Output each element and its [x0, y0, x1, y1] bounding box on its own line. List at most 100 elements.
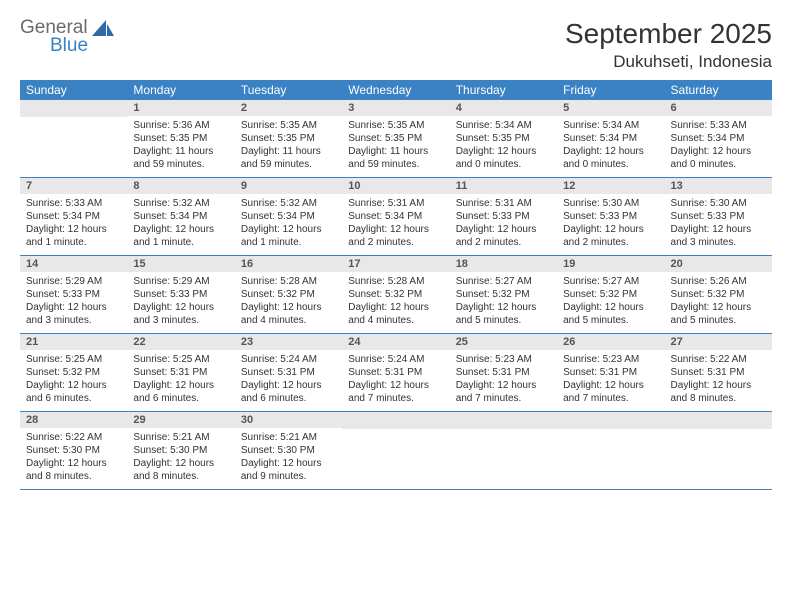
calendar-cell: 7Sunrise: 5:33 AMSunset: 5:34 PMDaylight…	[20, 178, 127, 256]
calendar-cell: 29Sunrise: 5:21 AMSunset: 5:30 PMDayligh…	[127, 412, 234, 490]
day-details: Sunrise: 5:27 AMSunset: 5:32 PMDaylight:…	[450, 272, 557, 333]
sunrise-text: Sunrise: 5:33 AM	[671, 119, 766, 132]
sunrise-text: Sunrise: 5:32 AM	[133, 197, 228, 210]
calendar-cell	[450, 412, 557, 490]
day-number	[342, 412, 449, 429]
header: General Blue September 2025 Dukuhseti, I…	[20, 18, 772, 72]
calendar-cell	[20, 100, 127, 178]
calendar-cell: 20Sunrise: 5:26 AMSunset: 5:32 PMDayligh…	[665, 256, 772, 334]
day-details	[557, 429, 664, 487]
day-number: 18	[450, 256, 557, 272]
day-details: Sunrise: 5:24 AMSunset: 5:31 PMDaylight:…	[235, 350, 342, 411]
sunset-text: Sunset: 5:30 PM	[26, 444, 121, 457]
calendar-cell: 6Sunrise: 5:33 AMSunset: 5:34 PMDaylight…	[665, 100, 772, 178]
day-details: Sunrise: 5:25 AMSunset: 5:31 PMDaylight:…	[127, 350, 234, 411]
dayheader-sunday: Sunday	[20, 80, 127, 100]
daylight-text: Daylight: 11 hours and 59 minutes.	[241, 145, 336, 171]
day-number: 15	[127, 256, 234, 272]
calendar-cell: 27Sunrise: 5:22 AMSunset: 5:31 PMDayligh…	[665, 334, 772, 412]
day-details	[665, 429, 772, 487]
calendar-cell: 19Sunrise: 5:27 AMSunset: 5:32 PMDayligh…	[557, 256, 664, 334]
day-header-row: Sunday Monday Tuesday Wednesday Thursday…	[20, 80, 772, 100]
sunset-text: Sunset: 5:34 PM	[563, 132, 658, 145]
calendar-cell: 18Sunrise: 5:27 AMSunset: 5:32 PMDayligh…	[450, 256, 557, 334]
day-number: 30	[235, 412, 342, 428]
day-number: 1	[127, 100, 234, 116]
day-number: 8	[127, 178, 234, 194]
dayheader-tuesday: Tuesday	[235, 80, 342, 100]
day-number: 20	[665, 256, 772, 272]
sunrise-text: Sunrise: 5:28 AM	[241, 275, 336, 288]
day-number	[20, 100, 127, 117]
daylight-text: Daylight: 12 hours and 8 minutes.	[133, 457, 228, 483]
day-details: Sunrise: 5:33 AMSunset: 5:34 PMDaylight:…	[665, 116, 772, 177]
calendar-cell: 26Sunrise: 5:23 AMSunset: 5:31 PMDayligh…	[557, 334, 664, 412]
sunrise-text: Sunrise: 5:34 AM	[563, 119, 658, 132]
logo: General Blue	[20, 18, 114, 56]
day-number	[450, 412, 557, 429]
calendar-cell	[665, 412, 772, 490]
logo-blue: Blue	[50, 36, 88, 56]
sunset-text: Sunset: 5:32 PM	[671, 288, 766, 301]
daylight-text: Daylight: 12 hours and 2 minutes.	[563, 223, 658, 249]
sunset-text: Sunset: 5:33 PM	[133, 288, 228, 301]
day-number	[665, 412, 772, 429]
daylight-text: Daylight: 12 hours and 6 minutes.	[241, 379, 336, 405]
day-details: Sunrise: 5:35 AMSunset: 5:35 PMDaylight:…	[342, 116, 449, 177]
logo-text: General Blue	[20, 18, 88, 56]
daylight-text: Daylight: 12 hours and 3 minutes.	[133, 301, 228, 327]
calendar-cell: 11Sunrise: 5:31 AMSunset: 5:33 PMDayligh…	[450, 178, 557, 256]
sunrise-text: Sunrise: 5:23 AM	[563, 353, 658, 366]
sunrise-text: Sunrise: 5:35 AM	[241, 119, 336, 132]
sunset-text: Sunset: 5:35 PM	[348, 132, 443, 145]
calendar-cell: 22Sunrise: 5:25 AMSunset: 5:31 PMDayligh…	[127, 334, 234, 412]
day-number: 4	[450, 100, 557, 116]
daylight-text: Daylight: 12 hours and 4 minutes.	[348, 301, 443, 327]
calendar-cell: 13Sunrise: 5:30 AMSunset: 5:33 PMDayligh…	[665, 178, 772, 256]
day-details: Sunrise: 5:33 AMSunset: 5:34 PMDaylight:…	[20, 194, 127, 255]
calendar-cell: 4Sunrise: 5:34 AMSunset: 5:35 PMDaylight…	[450, 100, 557, 178]
calendar-cell: 9Sunrise: 5:32 AMSunset: 5:34 PMDaylight…	[235, 178, 342, 256]
sunset-text: Sunset: 5:32 PM	[563, 288, 658, 301]
sunset-text: Sunset: 5:34 PM	[671, 132, 766, 145]
day-details: Sunrise: 5:26 AMSunset: 5:32 PMDaylight:…	[665, 272, 772, 333]
daylight-text: Daylight: 11 hours and 59 minutes.	[133, 145, 228, 171]
daylight-text: Daylight: 12 hours and 8 minutes.	[671, 379, 766, 405]
calendar-cell: 14Sunrise: 5:29 AMSunset: 5:33 PMDayligh…	[20, 256, 127, 334]
daylight-text: Daylight: 12 hours and 1 minute.	[26, 223, 121, 249]
day-number	[557, 412, 664, 429]
calendar-cell: 8Sunrise: 5:32 AMSunset: 5:34 PMDaylight…	[127, 178, 234, 256]
day-number: 22	[127, 334, 234, 350]
dayheader-wednesday: Wednesday	[342, 80, 449, 100]
sunset-text: Sunset: 5:32 PM	[241, 288, 336, 301]
calendar-table: Sunday Monday Tuesday Wednesday Thursday…	[20, 80, 772, 490]
calendar-cell: 23Sunrise: 5:24 AMSunset: 5:31 PMDayligh…	[235, 334, 342, 412]
day-details: Sunrise: 5:27 AMSunset: 5:32 PMDaylight:…	[557, 272, 664, 333]
sunset-text: Sunset: 5:30 PM	[133, 444, 228, 457]
calendar-cell	[557, 412, 664, 490]
daylight-text: Daylight: 12 hours and 0 minutes.	[563, 145, 658, 171]
calendar-week-row: 21Sunrise: 5:25 AMSunset: 5:32 PMDayligh…	[20, 334, 772, 412]
daylight-text: Daylight: 12 hours and 5 minutes.	[671, 301, 766, 327]
day-details: Sunrise: 5:29 AMSunset: 5:33 PMDaylight:…	[127, 272, 234, 333]
sunrise-text: Sunrise: 5:21 AM	[241, 431, 336, 444]
sunset-text: Sunset: 5:32 PM	[26, 366, 121, 379]
sunset-text: Sunset: 5:35 PM	[456, 132, 551, 145]
day-number: 7	[20, 178, 127, 194]
sunset-text: Sunset: 5:32 PM	[456, 288, 551, 301]
calendar-cell: 3Sunrise: 5:35 AMSunset: 5:35 PMDaylight…	[342, 100, 449, 178]
daylight-text: Daylight: 12 hours and 5 minutes.	[563, 301, 658, 327]
calendar-cell	[342, 412, 449, 490]
calendar-cell: 2Sunrise: 5:35 AMSunset: 5:35 PMDaylight…	[235, 100, 342, 178]
sunrise-text: Sunrise: 5:24 AM	[348, 353, 443, 366]
sunrise-text: Sunrise: 5:29 AM	[26, 275, 121, 288]
dayheader-monday: Monday	[127, 80, 234, 100]
sunset-text: Sunset: 5:34 PM	[26, 210, 121, 223]
calendar-cell: 1Sunrise: 5:36 AMSunset: 5:35 PMDaylight…	[127, 100, 234, 178]
day-number: 29	[127, 412, 234, 428]
day-number: 13	[665, 178, 772, 194]
daylight-text: Daylight: 12 hours and 4 minutes.	[241, 301, 336, 327]
sunset-text: Sunset: 5:31 PM	[671, 366, 766, 379]
sunrise-text: Sunrise: 5:36 AM	[133, 119, 228, 132]
daylight-text: Daylight: 12 hours and 7 minutes.	[456, 379, 551, 405]
